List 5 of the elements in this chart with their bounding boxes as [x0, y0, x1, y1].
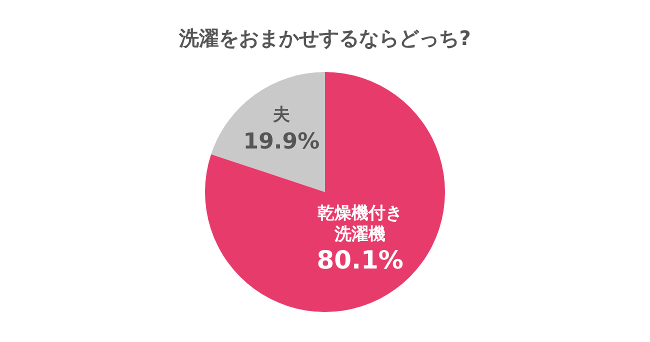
data-label: 80.1%: [316, 246, 404, 275]
slice-label: 夫: [272, 105, 290, 126]
data-label: 19.9%: [243, 129, 320, 154]
chart-title: 洗濯をおまかせするならどっち?: [178, 26, 471, 50]
slice-label: 乾燥機付き洗濯機: [318, 204, 403, 245]
